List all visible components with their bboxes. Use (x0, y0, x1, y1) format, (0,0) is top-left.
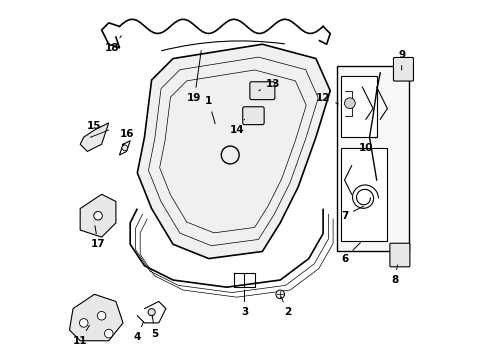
Bar (337, 66, 408, 251)
Circle shape (104, 329, 113, 338)
FancyBboxPatch shape (393, 58, 413, 81)
Text: 7: 7 (340, 206, 363, 221)
Text: 2: 2 (281, 297, 290, 317)
Text: 11: 11 (73, 325, 89, 346)
Circle shape (344, 98, 354, 109)
Text: 5: 5 (151, 315, 159, 339)
Circle shape (122, 145, 127, 151)
Bar (340, 76, 376, 137)
Text: 18: 18 (105, 36, 121, 53)
Circle shape (80, 319, 88, 327)
Text: 9: 9 (397, 50, 405, 70)
Polygon shape (69, 294, 123, 341)
Text: 10: 10 (358, 137, 376, 153)
Text: 12: 12 (315, 93, 338, 104)
FancyBboxPatch shape (249, 82, 274, 100)
Bar (340, 148, 386, 241)
Text: 19: 19 (187, 50, 201, 103)
Text: 3: 3 (241, 290, 247, 317)
Polygon shape (80, 123, 108, 152)
FancyBboxPatch shape (389, 243, 409, 267)
Text: 6: 6 (340, 243, 360, 264)
Text: 16: 16 (119, 129, 134, 144)
Circle shape (148, 309, 155, 316)
Circle shape (94, 211, 102, 220)
Text: 13: 13 (258, 78, 280, 91)
Text: 1: 1 (205, 96, 215, 124)
Text: 14: 14 (229, 119, 244, 135)
Circle shape (275, 290, 284, 298)
Text: 4: 4 (133, 322, 143, 342)
Polygon shape (137, 44, 329, 258)
Text: 8: 8 (390, 265, 397, 285)
Text: 15: 15 (87, 121, 102, 137)
Text: 17: 17 (91, 226, 105, 249)
Polygon shape (80, 194, 116, 237)
Circle shape (97, 311, 106, 320)
FancyBboxPatch shape (242, 107, 264, 125)
